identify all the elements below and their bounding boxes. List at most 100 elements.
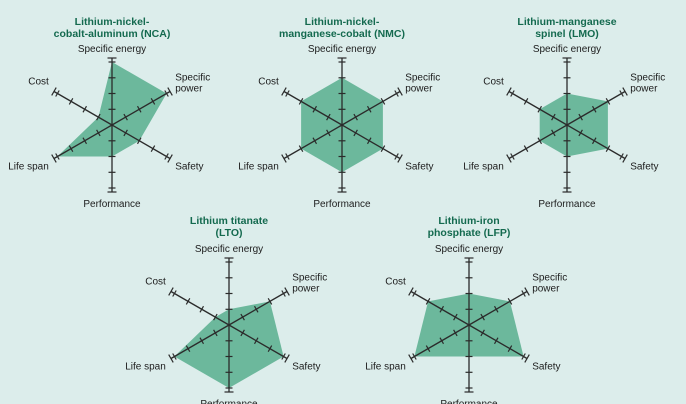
radar-tick xyxy=(408,287,414,296)
radar-tick xyxy=(510,153,515,160)
radar-tick xyxy=(619,153,624,160)
radar-axis xyxy=(283,90,343,126)
radar-tick xyxy=(523,98,529,105)
radar-tick xyxy=(326,113,331,121)
radar-polygon xyxy=(539,93,608,157)
radar-tick xyxy=(439,337,445,345)
axis-label: Specific energy xyxy=(195,244,263,255)
radar-tick xyxy=(537,137,543,145)
axis-label: Specific energy xyxy=(533,44,601,55)
radar-tick xyxy=(605,98,611,105)
radar-tick xyxy=(136,105,142,113)
radar-tick xyxy=(123,129,128,137)
radar-tick xyxy=(213,313,218,321)
radar-tick xyxy=(281,353,286,360)
radar-chart-1: Specific energy Specific power Safety Perfor… xyxy=(8,16,210,210)
radar-axis xyxy=(53,90,113,126)
radar-tick xyxy=(510,90,515,97)
radar-tick xyxy=(168,354,174,363)
radar-axis xyxy=(410,324,470,360)
radar-tick xyxy=(523,145,529,152)
radar-tick xyxy=(123,113,128,121)
axis-label: Specific power xyxy=(405,73,440,95)
radar-axis xyxy=(228,290,288,326)
radar-tick xyxy=(521,353,526,360)
radar-tick xyxy=(55,90,60,97)
radar-tick xyxy=(185,298,191,305)
radar-tick xyxy=(537,105,543,113)
radar-tick xyxy=(397,154,403,163)
radar-tick xyxy=(136,137,142,145)
radar-chart-3: Specific energy Specific power Safety Perfor… xyxy=(463,16,665,210)
radar-tick xyxy=(185,345,191,352)
axis-label: Performance xyxy=(313,199,371,210)
radar-tick xyxy=(591,105,597,113)
radar-tick xyxy=(524,354,530,363)
axis-label: Safety xyxy=(532,362,560,373)
radar-tick xyxy=(412,353,417,360)
radar-tick xyxy=(167,154,173,163)
radar-tick xyxy=(55,153,60,160)
radar-tick xyxy=(366,137,372,145)
axis-label: Cost xyxy=(258,77,279,88)
radar-tick xyxy=(507,345,513,352)
radar-tick xyxy=(439,305,445,313)
radar-tick xyxy=(82,105,88,113)
radar-tick xyxy=(267,345,273,352)
radar-tick xyxy=(412,290,417,297)
radar-tick xyxy=(285,90,290,97)
radar-tick xyxy=(172,353,177,360)
radar-tick xyxy=(51,154,57,163)
radar-tick xyxy=(506,87,512,96)
radar-tick xyxy=(164,153,169,160)
radar-tick xyxy=(521,290,526,297)
axis-label: Specific power xyxy=(532,273,567,295)
axis-label: Performance xyxy=(200,399,258,404)
radar-tick xyxy=(366,105,372,113)
radar-tick xyxy=(353,129,358,137)
radar-tick xyxy=(281,290,286,297)
radar-tick xyxy=(253,337,259,345)
radar-tick xyxy=(397,87,403,96)
axis-label: Performance xyxy=(83,199,141,210)
radar-tick xyxy=(312,137,318,145)
radar-axis xyxy=(468,290,528,326)
radar-tick xyxy=(68,98,74,105)
axis-label: Specific energy xyxy=(308,44,376,55)
radar-tick xyxy=(622,154,628,163)
axis-label: Life span xyxy=(365,362,406,373)
radar-tick xyxy=(150,145,156,152)
radar-axis xyxy=(170,290,230,326)
chart-title: Lithium-nickel-cobalt-aluminum (NCA) xyxy=(54,16,171,40)
radar-tick xyxy=(524,287,530,296)
radar-tick xyxy=(51,87,57,96)
radar-axis xyxy=(283,124,343,160)
axis-label: Specific energy xyxy=(435,244,503,255)
radar-tick xyxy=(578,129,583,137)
radar-tick xyxy=(96,113,101,121)
radar-tick xyxy=(394,153,399,160)
radar-tick xyxy=(408,354,414,363)
radar-tick xyxy=(150,98,156,105)
radar-tick xyxy=(172,290,177,297)
radar-axis xyxy=(228,324,288,360)
radar-axis xyxy=(170,324,230,360)
axis-label: Cost xyxy=(145,277,166,288)
axis-label: Life span xyxy=(125,362,166,373)
radar-tick xyxy=(199,305,205,313)
radar-tick xyxy=(480,313,485,321)
radar-tick xyxy=(380,98,386,105)
radar-tick xyxy=(168,287,174,296)
axis-label: Life span xyxy=(463,162,504,173)
radar-axis xyxy=(111,124,171,160)
radar-tick xyxy=(506,154,512,163)
radar-tick xyxy=(281,154,287,163)
radar-tick xyxy=(281,87,287,96)
radar-tick xyxy=(298,145,304,152)
radar-tick xyxy=(493,305,499,313)
radar-tick xyxy=(68,145,74,152)
axis-label: Life span xyxy=(8,162,49,173)
